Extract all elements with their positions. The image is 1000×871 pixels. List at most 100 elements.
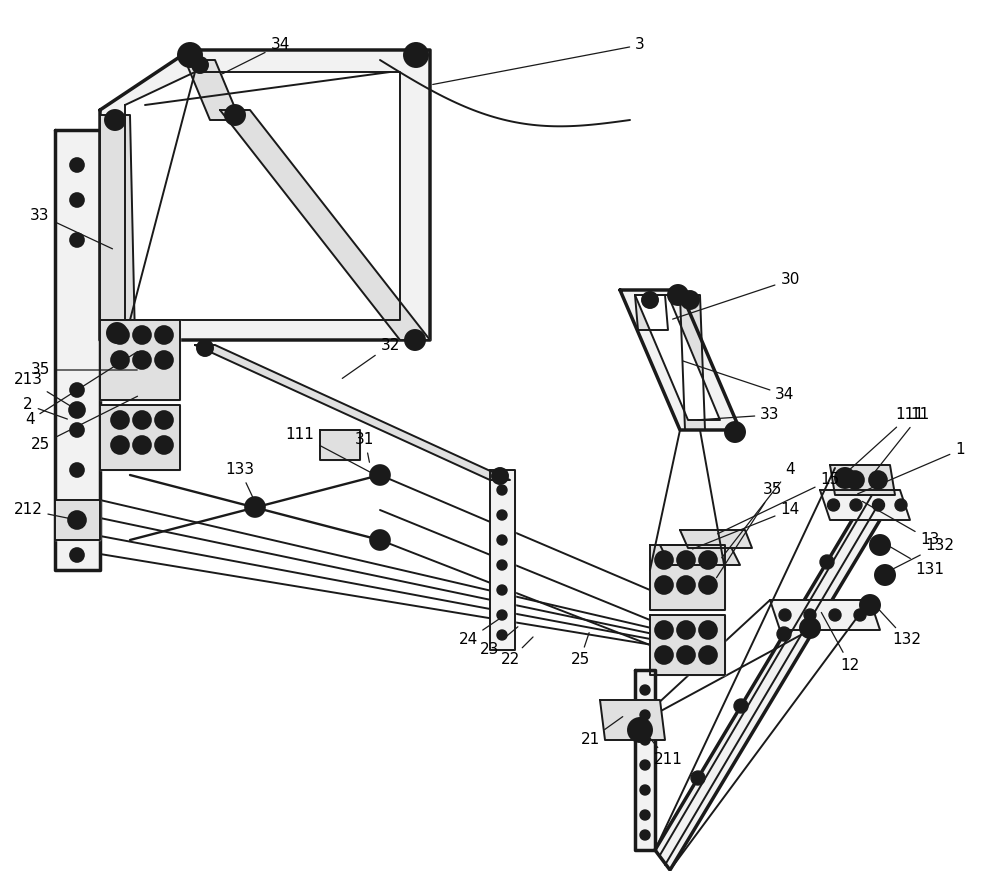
Circle shape — [655, 646, 673, 664]
Text: 111: 111 — [849, 408, 924, 470]
Text: 25: 25 — [30, 396, 138, 453]
Circle shape — [804, 609, 816, 621]
Circle shape — [370, 530, 390, 550]
Text: 4: 4 — [25, 352, 138, 428]
Circle shape — [107, 323, 127, 343]
Circle shape — [133, 411, 151, 429]
Circle shape — [677, 551, 695, 569]
Text: 131: 131 — [884, 544, 944, 577]
Polygon shape — [220, 110, 430, 340]
Circle shape — [155, 436, 173, 454]
Text: 1: 1 — [858, 442, 965, 494]
Circle shape — [70, 383, 84, 397]
Circle shape — [497, 535, 507, 545]
Circle shape — [870, 535, 890, 555]
Circle shape — [628, 718, 652, 742]
Circle shape — [155, 326, 173, 344]
Circle shape — [497, 560, 507, 570]
Circle shape — [70, 513, 84, 527]
Circle shape — [70, 193, 84, 207]
Circle shape — [111, 326, 129, 344]
Text: 14: 14 — [693, 503, 800, 549]
Circle shape — [777, 627, 791, 641]
Circle shape — [642, 292, 658, 308]
Polygon shape — [125, 72, 400, 320]
Polygon shape — [100, 320, 180, 400]
Text: 211: 211 — [642, 728, 682, 767]
Circle shape — [245, 497, 265, 517]
Text: 3: 3 — [433, 37, 645, 84]
Text: 23: 23 — [480, 627, 518, 658]
Text: 34: 34 — [683, 361, 795, 402]
Circle shape — [779, 609, 791, 621]
Circle shape — [155, 351, 173, 369]
Circle shape — [655, 551, 673, 569]
Polygon shape — [650, 615, 725, 675]
Circle shape — [497, 630, 507, 640]
Circle shape — [70, 233, 84, 247]
Text: 111: 111 — [286, 428, 383, 479]
Text: 30: 30 — [673, 273, 800, 319]
Text: 32: 32 — [342, 337, 400, 378]
Circle shape — [699, 646, 717, 664]
Circle shape — [133, 436, 151, 454]
Text: 31: 31 — [355, 433, 375, 463]
Circle shape — [497, 485, 507, 495]
Circle shape — [895, 499, 907, 511]
Circle shape — [155, 411, 173, 429]
Text: 213: 213 — [14, 373, 75, 408]
Circle shape — [111, 351, 129, 369]
Circle shape — [800, 618, 820, 638]
Circle shape — [640, 735, 650, 745]
Circle shape — [691, 771, 705, 785]
Text: 25: 25 — [570, 632, 590, 667]
Polygon shape — [320, 430, 360, 460]
Circle shape — [370, 465, 390, 485]
Polygon shape — [100, 115, 135, 340]
Circle shape — [734, 699, 748, 713]
Circle shape — [677, 646, 695, 664]
Circle shape — [829, 609, 841, 621]
Text: 11: 11 — [872, 408, 930, 476]
Circle shape — [497, 610, 507, 620]
Circle shape — [70, 463, 84, 477]
Polygon shape — [660, 545, 740, 565]
Circle shape — [640, 810, 650, 820]
Circle shape — [640, 685, 650, 695]
Circle shape — [668, 285, 688, 305]
Circle shape — [869, 471, 887, 489]
Polygon shape — [100, 50, 430, 340]
Text: 33: 33 — [698, 408, 780, 422]
Text: 4: 4 — [722, 463, 795, 557]
Text: 35: 35 — [717, 483, 783, 577]
Circle shape — [404, 43, 428, 67]
Text: 13: 13 — [862, 502, 940, 548]
Circle shape — [111, 411, 129, 429]
Circle shape — [178, 43, 202, 67]
Circle shape — [681, 291, 699, 309]
Polygon shape — [650, 545, 725, 610]
Polygon shape — [635, 295, 668, 330]
Polygon shape — [620, 290, 740, 430]
Polygon shape — [680, 530, 752, 548]
Text: 21: 21 — [580, 717, 623, 747]
Polygon shape — [100, 405, 180, 470]
Circle shape — [828, 499, 840, 511]
Text: 15: 15 — [718, 472, 840, 534]
Circle shape — [68, 511, 86, 529]
Circle shape — [860, 595, 880, 615]
Circle shape — [640, 830, 650, 840]
Circle shape — [133, 326, 151, 344]
Circle shape — [850, 499, 862, 511]
Text: 2: 2 — [23, 397, 67, 419]
Circle shape — [133, 351, 151, 369]
Circle shape — [640, 785, 650, 795]
Circle shape — [872, 499, 885, 511]
Circle shape — [699, 621, 717, 639]
Circle shape — [111, 436, 129, 454]
Circle shape — [820, 555, 834, 569]
Polygon shape — [635, 295, 720, 420]
Circle shape — [192, 57, 208, 73]
Circle shape — [699, 551, 717, 569]
Circle shape — [677, 576, 695, 594]
